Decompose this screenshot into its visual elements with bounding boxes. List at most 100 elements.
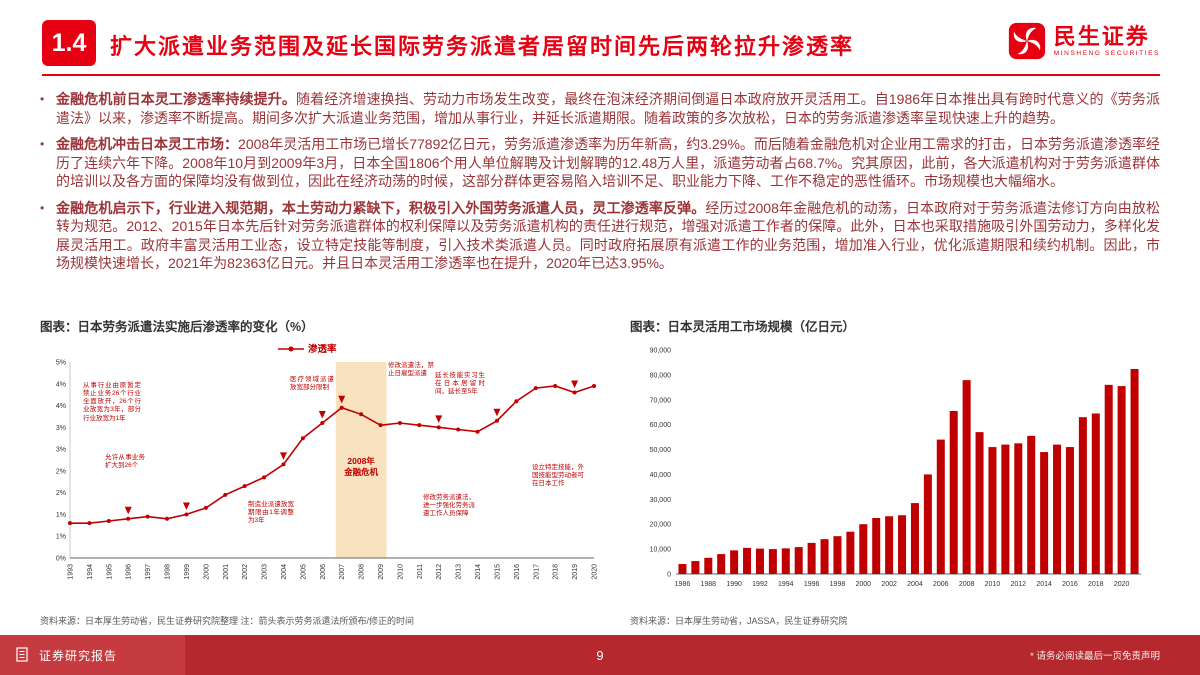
header: 1.4 扩大派遣业务范围及延长国际劳务派遣者居留时间先后两轮拉升渗透率 民生证券… [42, 20, 1160, 72]
chart-annotation: 修改派遣法，禁止日雇型派遣 [388, 362, 434, 378]
svg-text:2016: 2016 [514, 564, 521, 580]
svg-text:2%: 2% [56, 490, 66, 497]
svg-text:2003: 2003 [262, 564, 269, 580]
bullet-text: 金融危机冲击日本灵工市场：2008年灵活用工市场已增长77892亿日元，劳务派遣… [56, 135, 1160, 191]
bullet-lead: 金融危机前日本灵工渗透率持续提升。 [56, 91, 296, 107]
svg-text:2015: 2015 [494, 564, 501, 580]
minsheng-logo-icon [1008, 22, 1045, 60]
svg-text:1999: 1999 [184, 564, 191, 580]
svg-text:2012: 2012 [436, 564, 443, 580]
svg-text:2010: 2010 [985, 581, 1001, 588]
svg-text:2014: 2014 [475, 564, 482, 580]
svg-text:0: 0 [667, 572, 671, 579]
footer-report-type-label: 证券研究报告 [39, 648, 118, 663]
bullet-text: 金融危机启示下，行业进入规范期，本土劳动力紧缺下，积极引入外国劳务派遣人员，灵工… [56, 199, 1160, 273]
svg-text:1993: 1993 [68, 564, 75, 580]
svg-text:1%: 1% [56, 534, 66, 541]
svg-text:2000: 2000 [203, 564, 210, 580]
charts-row: 图表：日本劳务派遣法实施后渗透率的变化（%） 2008年 金融危机 0% 1% 1% 2%… [40, 316, 1160, 627]
svg-text:90,000: 90,000 [650, 348, 672, 355]
header-divider [42, 74, 1160, 76]
left-chart-column: 图表：日本劳务派遣法实施后渗透率的变化（%） 2008年 金融危机 0% 1% 1% 2%… [40, 316, 602, 627]
chart-annotation: 从事行业由原暂定禁止业务26个行业全面放开，26个行业放宽为3年，部分行业放宽为… [83, 382, 141, 422]
svg-text:0%: 0% [56, 556, 66, 563]
bullet-list: • 金融危机前日本灵工渗透率持续提升。随着经济增速换挡、劳动力市场发生改变，最终在… [40, 90, 1160, 281]
company-logo: 民生证券 MINSHENG SECURITIES [1008, 22, 1160, 60]
svg-text:20,000: 20,000 [650, 522, 672, 529]
svg-text:2014: 2014 [1036, 581, 1052, 588]
svg-text:2006: 2006 [933, 581, 949, 588]
svg-text:2020: 2020 [1114, 581, 1130, 588]
chart-annotation: 设立特定技能，外国技能型劳动者可在日本工作 [532, 464, 584, 488]
svg-text:2000: 2000 [856, 581, 872, 588]
svg-text:2005: 2005 [300, 564, 307, 580]
svg-text:2011: 2011 [417, 564, 424, 579]
svg-text:2018: 2018 [553, 564, 560, 580]
svg-text:1996: 1996 [126, 564, 133, 580]
chart-annotation: 制造业派遣放宽期限由1年调整为3年 [248, 501, 294, 525]
svg-text:4%: 4% [56, 403, 66, 410]
svg-text:1988: 1988 [701, 581, 717, 588]
svg-text:2010: 2010 [397, 564, 404, 580]
market-size-bar-chart: 0 10,000 20,000 30,000 40,000 50,000 60,000 70,… [630, 338, 1160, 611]
svg-text:2004: 2004 [281, 564, 288, 580]
svg-text:2006: 2006 [320, 564, 327, 580]
svg-text:1998: 1998 [830, 581, 846, 588]
disclaimer-note: * 请务必阅读最后一页免责声明 [1030, 651, 1160, 662]
bullet-lead: 金融危机启示下，行业进入规范期，本土劳动力紧缺下，积极引入外国劳务派遣人员，灵工… [56, 199, 706, 216]
svg-text:60,000: 60,000 [650, 422, 672, 429]
svg-text:2008: 2008 [959, 581, 975, 588]
svg-text:1995: 1995 [106, 564, 113, 580]
bullet-marker: • [40, 200, 45, 215]
svg-text:2002: 2002 [242, 564, 249, 580]
svg-text:30,000: 30,000 [650, 497, 672, 504]
svg-text:80,000: 80,000 [650, 372, 672, 379]
bullet-body: 经历过2008年金融危机的动荡，日本政府对于劳务派遣法修订方向由放松转为规范。2… [56, 199, 1160, 272]
svg-text:3%: 3% [56, 447, 66, 454]
svg-text:1990: 1990 [726, 581, 742, 588]
page-title: 扩大派遣业务范围及延长国际劳务派遣者居留时间先后两轮拉升渗透率 [110, 34, 855, 59]
svg-text:50,000: 50,000 [650, 447, 672, 454]
svg-text:2013: 2013 [456, 564, 463, 580]
left-chart-title: 图表：日本劳务派遣法实施后渗透率的变化（%） [40, 320, 314, 334]
svg-text:1986: 1986 [675, 581, 691, 588]
penetration-line-chart: 2008年 金融危机 0% 1% 1% 2% 2% 3% 3% 4% 4% 5% 1993 1994 199… [40, 338, 602, 611]
svg-text:4%: 4% [56, 381, 66, 388]
svg-text:1994: 1994 [778, 581, 794, 588]
page-number: 9 [596, 647, 604, 663]
bullet-text: 金融危机前日本灵工渗透率持续提升。随着经济增速换挡、劳动力市场发生改变，最终在泡… [56, 90, 1160, 127]
svg-text:2004: 2004 [907, 581, 923, 588]
svg-text:2%: 2% [56, 468, 66, 475]
left-chart-source: 资料来源：日本厚生劳动省，民生证券研究院整理 注：箭头表示劳务派遣法所颁布/修正… [40, 616, 415, 626]
right-chart-title: 图表：日本灵活用工市场规模（亿日元） [630, 320, 856, 334]
bullet-item: • 金融危机前日本灵工渗透率持续提升。随着经济增速换挡、劳动力市场发生改变，最终在… [40, 90, 1160, 127]
svg-text:2012: 2012 [1011, 581, 1027, 588]
svg-text:2018: 2018 [1088, 581, 1104, 588]
svg-text:2020: 2020 [592, 564, 599, 580]
svg-text:2008: 2008 [359, 564, 366, 580]
right-chart-source: 资料来源：日本厚生劳动省，JASSA，民生证券研究院 [630, 616, 848, 626]
bullet-marker: • [40, 92, 45, 106]
svg-text:40,000: 40,000 [650, 472, 672, 479]
bullet-body: 随着经济增速换挡、劳动力市场发生改变，最终在泡沫经济期间倒逼日本政府放开灵活用工… [56, 91, 1160, 126]
penetration-chart-svg: 2008年金融危机 0% 1% 1% 2% 2% 3% 3% 4% 4% 5% 1993 1994 199… [56, 343, 599, 580]
bullet-marker: • [40, 137, 45, 151]
svg-text:3%: 3% [56, 425, 66, 432]
document-icon [16, 647, 28, 662]
section-number-badge: 1.4 [42, 20, 96, 66]
footer-report-type: 证券研究报告 [0, 635, 185, 675]
svg-text:2008年: 2008年 [347, 456, 375, 466]
svg-text:2016: 2016 [1062, 581, 1078, 588]
svg-text:2019: 2019 [572, 564, 579, 580]
chart-annotation: 延长技能实习生在日本居留时间，延长至5年 [435, 372, 485, 396]
svg-text:5%: 5% [56, 360, 66, 367]
svg-text:金融危机: 金融危机 [343, 467, 379, 477]
bullet-lead: 金融危机冲击日本灵工市场： [56, 136, 239, 152]
svg-text:渗透率: 渗透率 [308, 343, 337, 355]
svg-text:1998: 1998 [165, 564, 172, 580]
right-chart-column: 图表：日本灵活用工市场规模（亿日元） 0 10,000 20,000 30,000 40… [630, 316, 1160, 627]
svg-text:1992: 1992 [752, 581, 768, 588]
svg-text:2009: 2009 [378, 564, 385, 580]
bullet-item: • 金融危机启示下，行业进入规范期，本土劳动力紧缺下，积极引入外国劳务派遣人员，灵… [40, 199, 1160, 273]
svg-text:70,000: 70,000 [650, 397, 672, 404]
